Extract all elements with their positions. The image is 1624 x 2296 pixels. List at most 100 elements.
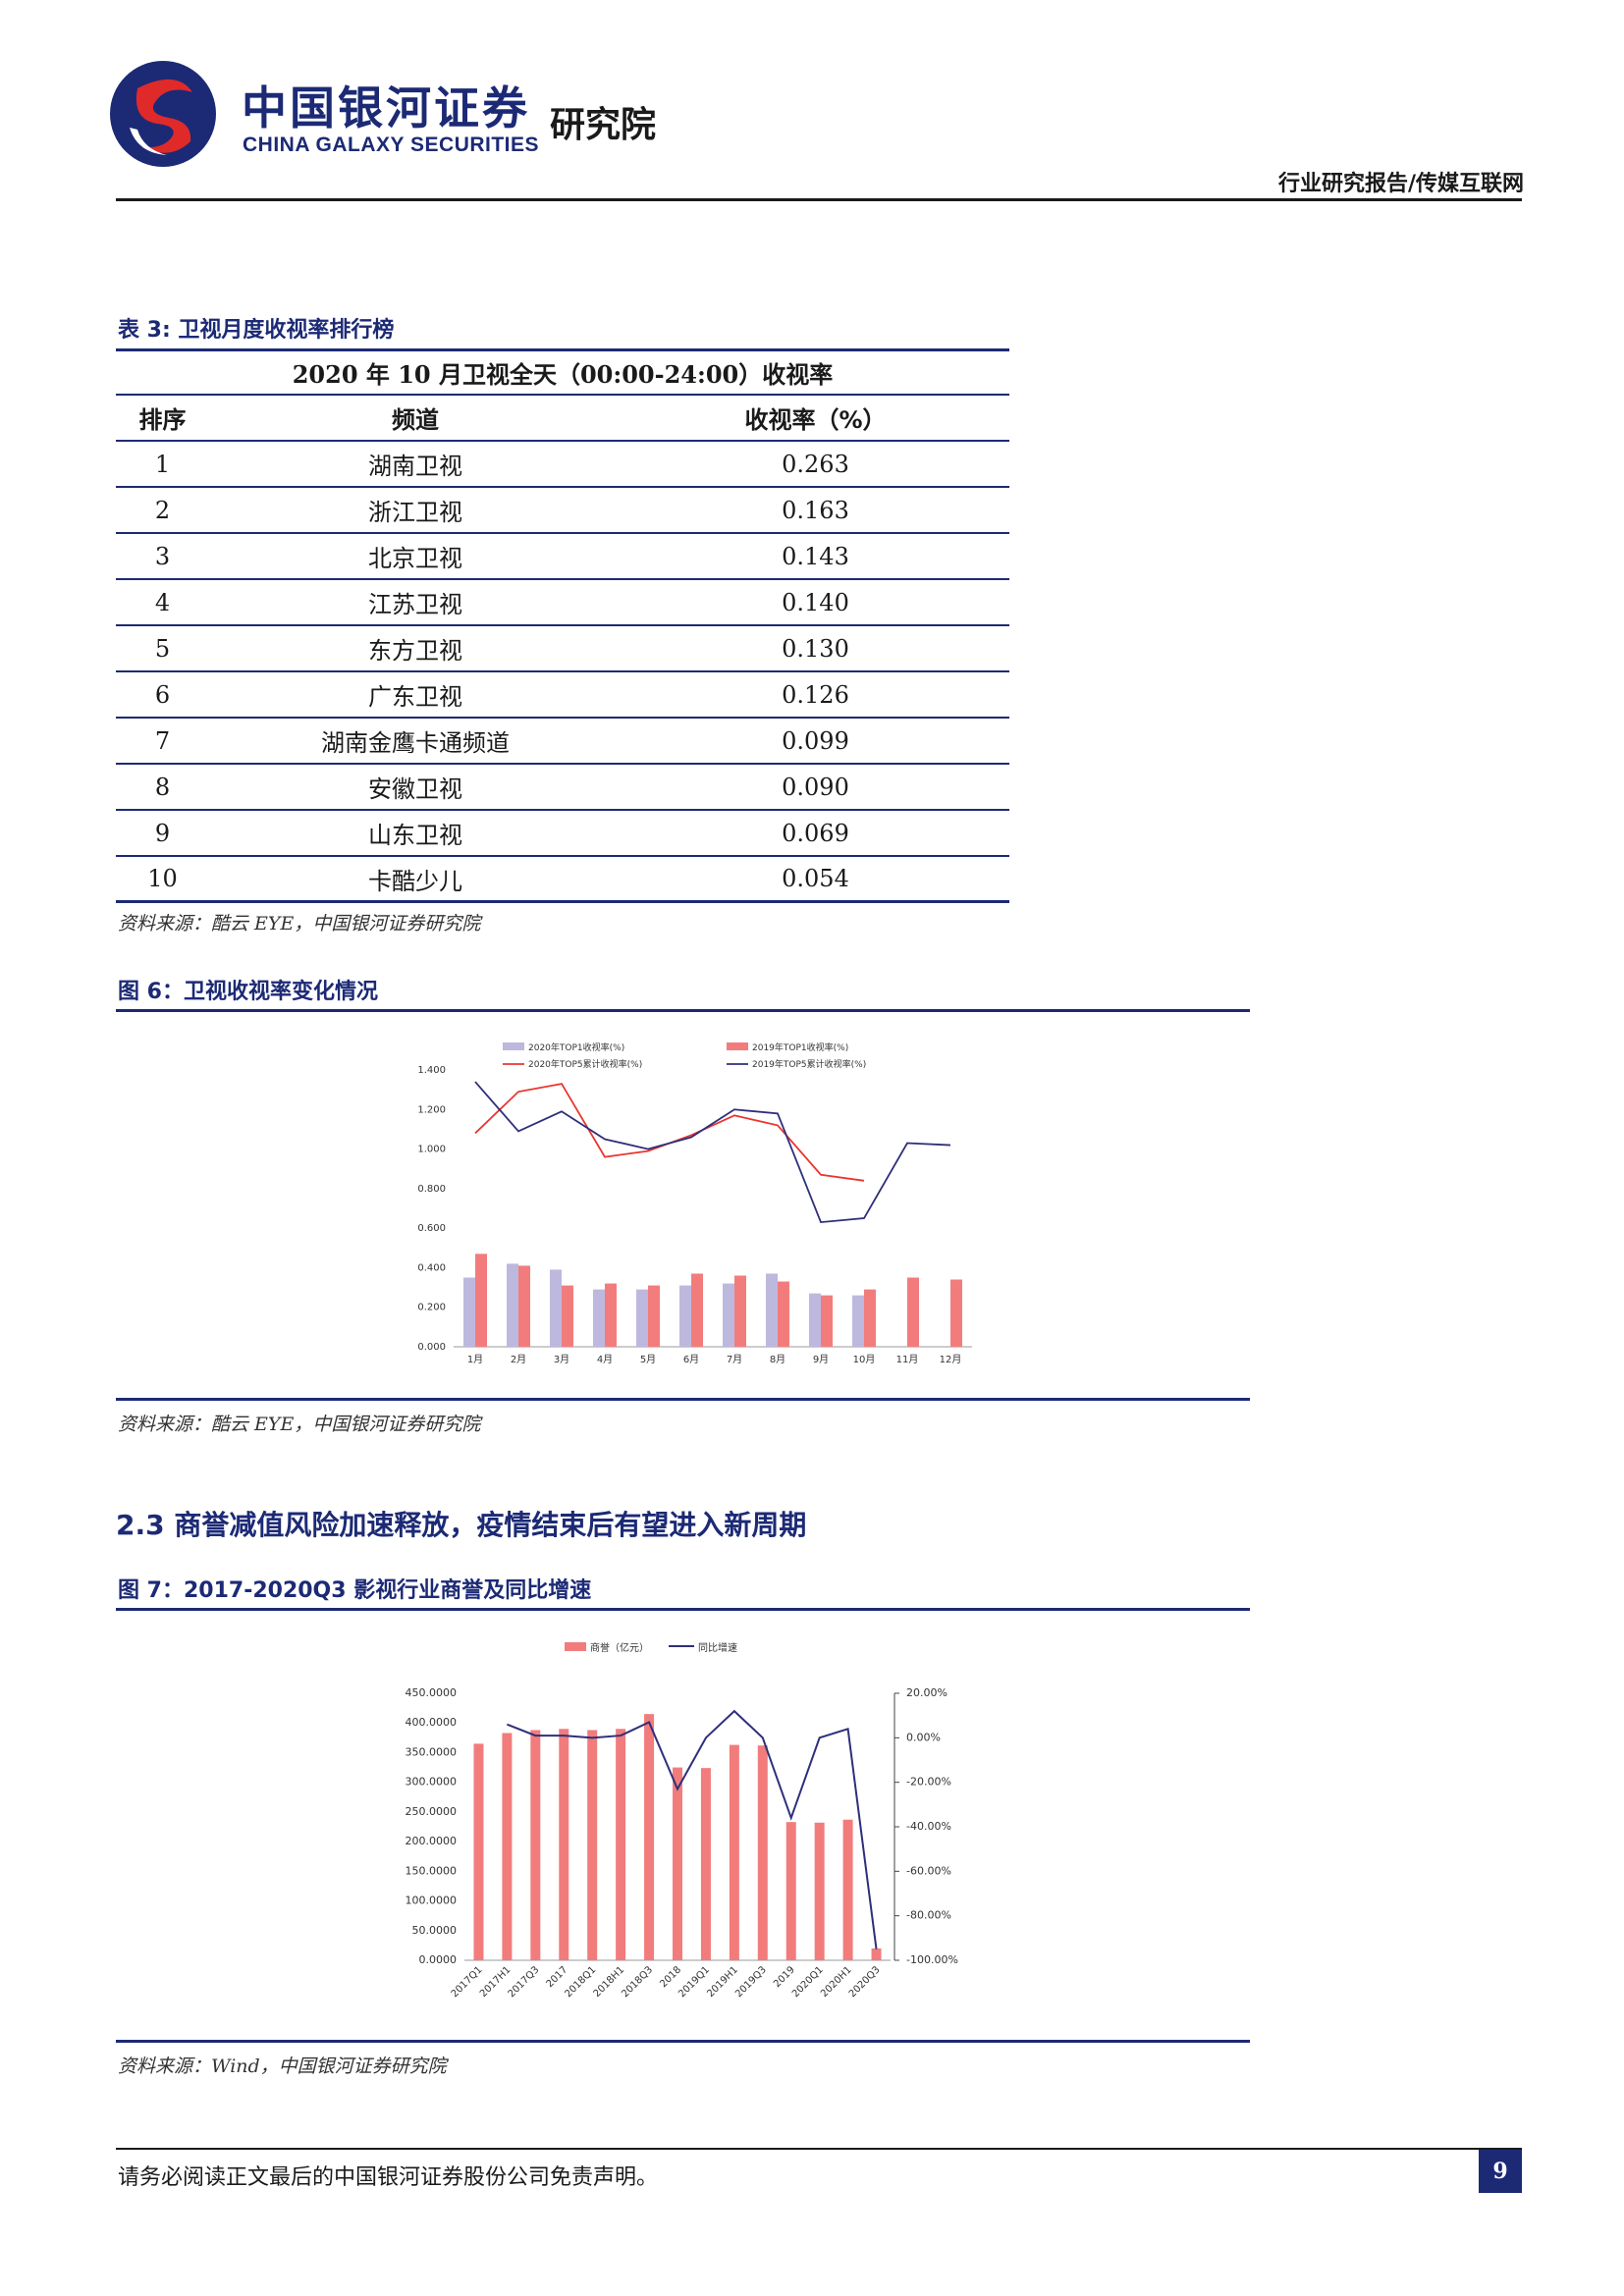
table-row: 6 广东卫视 0.126 (116, 672, 1009, 719)
bar-2019-top1 (907, 1277, 919, 1347)
table-top-rule (116, 348, 1009, 351)
x-tick-label: 10月 (853, 1354, 876, 1365)
table3-source: 资料来源：酷云 EYE，中国银河证券研究院 (118, 913, 481, 934)
bar-2020-top1 (679, 1285, 691, 1347)
bar-2020-top1 (766, 1273, 778, 1347)
figure7-source: 资料来源：Wind，中国银河证券研究院 (118, 2056, 447, 2077)
goodwill-chart-bars (473, 1714, 882, 1960)
y2-tick-label: -60.00% (906, 1864, 951, 1877)
figure6-bottom-rule (116, 1398, 1250, 1401)
rating-cell: 0.054 (782, 865, 849, 892)
y-tick-label: 300.0000 (406, 1776, 458, 1789)
rating-cell: 0.163 (782, 496, 849, 524)
footer-divider (116, 2148, 1522, 2150)
x-tick-label: 9月 (813, 1354, 829, 1365)
goodwill-bar (473, 1743, 484, 1960)
bar-2020-top1 (636, 1289, 648, 1347)
page-number: 9 (1479, 2150, 1522, 2193)
x-tick-label: 4月 (597, 1354, 613, 1365)
bar-2020-top1 (723, 1283, 734, 1347)
figure7-caption: 图 7：2017-2020Q3 影视行业商誉及同比增速 (118, 1578, 592, 1603)
y-tick-label: 0.0000 (419, 1953, 458, 1966)
y2-tick-label: -40.00% (906, 1820, 951, 1833)
rating-cell: 0.143 (782, 542, 849, 570)
header-channel: 频道 (392, 406, 439, 434)
channel-cell: 东方卫视 (368, 637, 462, 665)
table-row: 8 安徽卫视 0.090 (116, 765, 1009, 811)
rank-cell: 7 (154, 726, 171, 755)
y-tick-label: 0.600 (417, 1223, 446, 1234)
table-row: 3 北京卫视 0.143 (116, 534, 1009, 580)
channel-cell: 北京卫视 (368, 545, 462, 572)
x-tick-label: 2017Q3 (507, 1964, 542, 2000)
goodwill-chart: 商誉（亿元） 同比增速 0.0000 50.0000 100.0000 150.0000… (406, 1641, 958, 2000)
bar-2019-top1 (605, 1283, 617, 1347)
x-tick-label: 2019 (772, 1964, 797, 1990)
bar-2020-top1 (507, 1263, 518, 1347)
x-tick-label: 12月 (940, 1354, 962, 1365)
x-tick-label: 2020Q3 (847, 1964, 883, 2000)
rank-cell: 5 (154, 634, 171, 663)
x-tick-label: 2018Q3 (620, 1964, 655, 2000)
rank-cell: 1 (154, 450, 171, 478)
x-tick-label: 8月 (770, 1354, 785, 1365)
figure6-source: 资料来源：酷云 EYE，中国银河证券研究院 (118, 1414, 481, 1435)
bar-2020-top1 (463, 1277, 475, 1347)
goodwill-bar (587, 1730, 598, 1960)
y2-tick-label: -20.00% (906, 1776, 951, 1789)
goodwill-bar (673, 1767, 682, 1960)
goodwill-bar (814, 1822, 825, 1960)
y-tick-label: 0.000 (417, 1342, 446, 1353)
figure7-top-rule (116, 1608, 1250, 1611)
report-type: 行业研究报告/传媒互联网 (1277, 172, 1524, 196)
goodwill-chart-legend: 商誉（亿元） 同比增速 (565, 1641, 737, 1654)
table-row: 9 山东卫视 0.069 (116, 811, 1009, 857)
legend-label: 商誉（亿元） (590, 1641, 649, 1654)
bar-2020-top1 (852, 1295, 864, 1347)
channel-cell: 卡酷少儿 (368, 867, 462, 895)
goodwill-bar (842, 1819, 853, 1960)
figure6-top-rule (116, 1009, 1250, 1012)
legend-label: 2019年TOP1收视率(%) (752, 1041, 848, 1053)
goodwill-bar (700, 1768, 711, 1960)
y-tick-label: 1.200 (417, 1104, 446, 1115)
y-tick-label: 250.0000 (406, 1805, 458, 1818)
goodwill-bar (502, 1733, 513, 1960)
y2-tick-label: 0.00% (906, 1731, 941, 1743)
bar-2019-top1 (691, 1273, 703, 1347)
goodwill-bar (757, 1745, 768, 1960)
goodwill-bar (729, 1744, 739, 1960)
legend-label: 同比增速 (698, 1641, 737, 1654)
table-row: 2 浙江卫视 0.163 (116, 488, 1009, 534)
ratings-chart: 2020年TOP1收视率(%) 2019年TOP1收视率(%) 2020年TOP5累… (417, 1041, 972, 1365)
figure7-bottom-rule (116, 2040, 1250, 2043)
legend-swatch-bar-2020 (503, 1042, 524, 1050)
table-title: 2020 年 10 月卫视全天（00:00-24:00）收视率 (116, 351, 1009, 396)
goodwill-bar (644, 1714, 655, 1960)
channel-cell: 广东卫视 (368, 683, 462, 711)
goodwill-chart-line (507, 1709, 878, 1949)
bar-2019-top1 (821, 1295, 833, 1347)
y-tick-label: 50.0000 (412, 1924, 458, 1937)
x-tick-label: 6月 (683, 1354, 699, 1365)
header-rank: 排序 (138, 406, 187, 434)
bar-2019-top1 (648, 1285, 660, 1347)
ratings-chart-lines (474, 1081, 951, 1224)
legend-swatch-goodwill (565, 1642, 586, 1651)
y2-tick-label: -100.00% (906, 1953, 958, 1966)
section-heading: 2.3 商誉减值风险加速释放，疫情结束后有望进入新周期 (116, 1509, 807, 1541)
y-tick-label: 150.0000 (406, 1864, 458, 1877)
bar-2020-top1 (550, 1269, 562, 1347)
goodwill-bar (616, 1729, 626, 1960)
x-tick-label: 3月 (554, 1354, 569, 1365)
channel-cell: 山东卫视 (368, 822, 462, 849)
legend-label: 2020年TOP1收视率(%) (528, 1041, 624, 1053)
x-tick-label: 2019Q3 (733, 1964, 769, 2000)
header-rating: 收视率（%） (744, 406, 887, 434)
channel-cell: 浙江卫视 (368, 499, 462, 526)
bar-2019-top1 (562, 1285, 573, 1347)
rank-cell: 3 (154, 542, 171, 570)
y-tick-label: 1.400 (417, 1065, 446, 1076)
channel-cell: 湖南金鹰卡通频道 (321, 729, 510, 757)
rating-cell: 0.140 (782, 588, 849, 616)
